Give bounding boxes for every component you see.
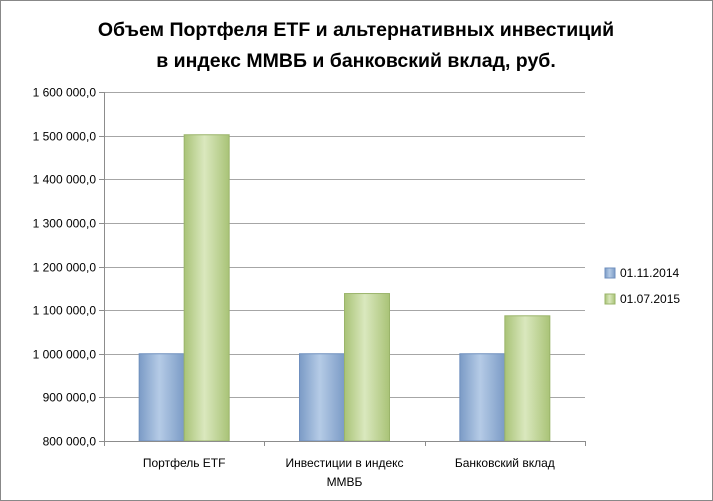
bar-series-1 — [299, 353, 345, 442]
bars — [138, 134, 551, 442]
bar-series-2 — [344, 293, 390, 442]
x-category-label: Инвестиции в индекс — [285, 456, 403, 470]
y-tick-label: 800 000,0 — [43, 435, 97, 449]
y-tick-label: 1 300 000,0 — [33, 217, 97, 231]
bar-series-1 — [459, 353, 506, 442]
x-axis-categories: Портфель ETF Инвестиции в индекс ММВБ Банко… — [143, 456, 555, 489]
chart-title-line-2: в индекс ММВБ и банковский вклад, руб. — [156, 50, 556, 72]
y-axis-ticks: 800 000,0 900 000,0 1 000 000,0 1 100 000,0… — [33, 86, 104, 449]
y-tick-label: 1 200 000,0 — [33, 261, 97, 275]
y-tick-label: 1 400 000,0 — [33, 173, 97, 187]
y-tick-label: 1 500 000,0 — [33, 130, 97, 144]
y-tick-label: 900 000,0 — [43, 391, 97, 405]
bar-series-2 — [504, 315, 551, 442]
legend-label: 01.11.2014 — [620, 266, 679, 280]
x-category-label: Банковский вклад — [455, 456, 555, 470]
y-tick-label: 1 100 000,0 — [33, 304, 97, 318]
legend-label: 01.07.2015 — [620, 292, 680, 306]
bar-series-2 — [183, 134, 230, 442]
y-tick-label: 1 600 000,0 — [33, 86, 97, 100]
legend: 01.11.2014 01.07.2015 — [604, 266, 680, 306]
bar-series-1 — [138, 353, 185, 442]
axes — [104, 92, 586, 446]
legend-swatch — [604, 267, 616, 279]
chart-title-line-1: Объем Портфеля ETF и альтернативных инве… — [98, 19, 614, 41]
legend-swatch — [604, 293, 616, 305]
y-tick-label: 1 000 000,0 — [33, 348, 97, 362]
x-category-label: ММВБ — [327, 475, 363, 489]
x-category-label: Портфель ETF — [143, 456, 226, 470]
